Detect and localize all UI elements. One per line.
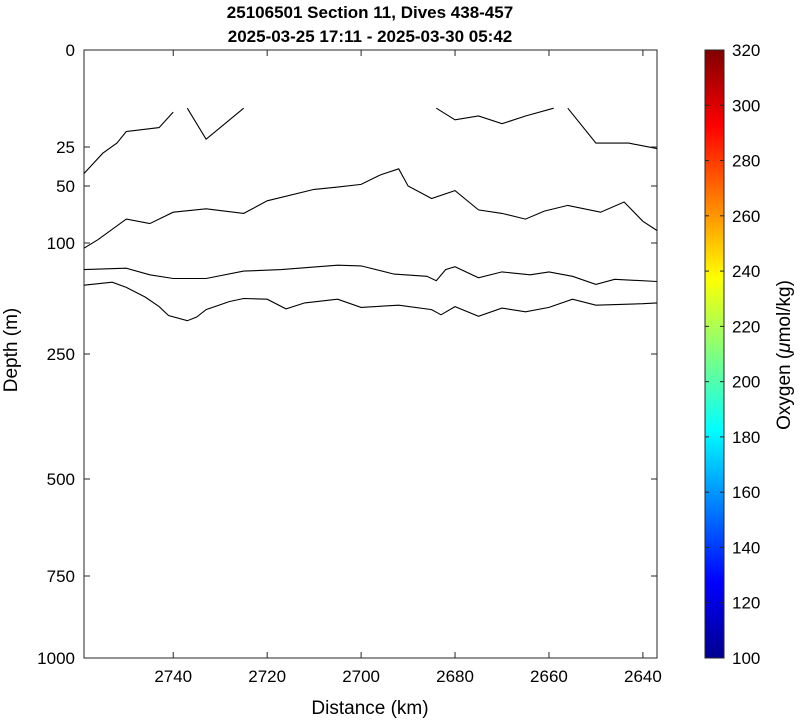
contour-line [83, 281, 658, 322]
colorbar-tick-label: 220 [732, 317, 760, 336]
y-tick-label: 500 [47, 470, 75, 489]
contour-lines [83, 107, 658, 322]
x-tick-label: 2740 [154, 667, 192, 686]
colorbar-tick-label: 140 [732, 538, 760, 557]
y-tick-label: 25 [56, 138, 75, 157]
plot-area [83, 49, 658, 659]
chart-subtitle: 2025-03-25 17:11 - 2025-03-30 05:42 [228, 27, 513, 46]
colorbar-tick-label: 100 [732, 649, 760, 668]
contour-line [436, 107, 554, 125]
x-tick-label: 2660 [530, 667, 568, 686]
colorbar [704, 49, 725, 659]
y-tick-label: 0 [66, 41, 75, 60]
colorbar-tick-label: 260 [732, 207, 760, 226]
colorbar-tick-label: 320 [732, 41, 760, 60]
y-tick-label: 1000 [37, 649, 75, 668]
contour-line [83, 264, 658, 285]
x-axis: 2740 2720 2700 2680 2660 2640 [154, 50, 662, 686]
x-tick-label: 2640 [624, 667, 662, 686]
colorbar-tick-label: 200 [732, 373, 760, 392]
colorbar-label: Oxygen (μmol/kg) [774, 280, 795, 430]
contour-line [83, 168, 658, 249]
colorbar-ticks: 100 120 140 160 180 200 220 240 260 280 300 320 [705, 41, 760, 668]
colorbar-tick-label: 180 [732, 428, 760, 447]
contour-line [186, 107, 245, 141]
y-tick-label: 750 [47, 567, 75, 586]
y-tick-label: 100 [47, 234, 75, 253]
y-axis-label: Depth (m) [1, 308, 22, 392]
colorbar-tick-label: 280 [732, 152, 760, 171]
colorbar-tick-label: 120 [732, 594, 760, 613]
x-tick-label: 2700 [342, 667, 380, 686]
y-tick-label: 250 [47, 345, 75, 364]
x-tick-label: 2680 [436, 667, 474, 686]
y-axis: 0 25 50 100 250 500 750 1000 [37, 41, 657, 668]
x-axis-label: Distance (km) [311, 698, 428, 719]
colorbar-tick-label: 300 [732, 96, 760, 115]
contour-line [83, 111, 174, 174]
chart-title: 25106501 Section 11, Dives 438-457 [227, 3, 513, 22]
contour-line [567, 107, 658, 150]
colorbar-tick-label: 160 [732, 483, 760, 502]
x-tick-label: 2720 [248, 667, 286, 686]
colorbar-tick-label: 240 [732, 262, 760, 281]
y-tick-label: 50 [56, 177, 75, 196]
